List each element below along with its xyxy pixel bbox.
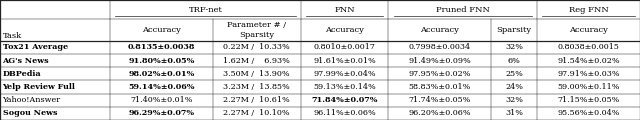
Text: Parameter # /
Sparsity: Parameter # / Sparsity [227, 21, 286, 39]
Text: 59.14%±0.06%: 59.14%±0.06% [128, 83, 195, 91]
Text: Task: Task [3, 32, 22, 40]
Text: 2.27M /  10.61%: 2.27M / 10.61% [223, 96, 290, 104]
Text: 71.40%±0.01%: 71.40%±0.01% [130, 96, 193, 104]
Text: 3.23M /  13.85%: 3.23M / 13.85% [223, 83, 290, 91]
Text: 0.8135±0.0038: 0.8135±0.0038 [128, 43, 195, 51]
Text: Accuracy: Accuracy [569, 26, 608, 34]
Text: 96.29%±0.07%: 96.29%±0.07% [129, 109, 195, 117]
Text: DBPedia: DBPedia [3, 70, 41, 78]
Text: 32%: 32% [505, 96, 524, 104]
Text: 0.22M /  10.33%: 0.22M / 10.33% [223, 43, 290, 51]
Text: AG's News: AG's News [3, 57, 49, 65]
Text: 59.00%±0.11%: 59.00%±0.11% [557, 83, 620, 91]
Text: 71.74%±0.05%: 71.74%±0.05% [408, 96, 471, 104]
Text: 97.91%±0.03%: 97.91%±0.03% [557, 70, 620, 78]
Text: 96.11%±0.06%: 96.11%±0.06% [313, 109, 376, 117]
Text: Pruned FNN: Pruned FNN [436, 6, 490, 14]
Text: Accuracy: Accuracy [420, 26, 460, 34]
Text: 98.02%±0.01%: 98.02%±0.01% [128, 70, 195, 78]
Text: 71.84%±0.07%: 71.84%±0.07% [311, 96, 378, 104]
Text: 59.13%±0.14%: 59.13%±0.14% [313, 83, 376, 91]
Text: 91.61%±0.01%: 91.61%±0.01% [313, 57, 376, 65]
Text: 58.83%±0.01%: 58.83%±0.01% [408, 83, 471, 91]
Text: 71.15%±0.05%: 71.15%±0.05% [557, 96, 620, 104]
Text: Yelp Review Full: Yelp Review Full [3, 83, 76, 91]
Text: 31%: 31% [505, 109, 524, 117]
Text: Tox21 Average: Tox21 Average [3, 43, 68, 51]
Text: 95.56%±0.04%: 95.56%±0.04% [557, 109, 620, 117]
Text: TRF-net: TRF-net [188, 6, 222, 14]
Text: 2.27M /  10.10%: 2.27M / 10.10% [223, 109, 290, 117]
Text: 3.50M /  13.90%: 3.50M / 13.90% [223, 70, 290, 78]
Text: 96.20%±0.06%: 96.20%±0.06% [408, 109, 471, 117]
Text: 0.8010±0.0017: 0.8010±0.0017 [314, 43, 376, 51]
Text: Accuracy: Accuracy [142, 26, 181, 34]
Text: 97.95%±0.02%: 97.95%±0.02% [408, 70, 471, 78]
Text: 0.8038±0.0015: 0.8038±0.0015 [557, 43, 620, 51]
Text: Reg FNN: Reg FNN [569, 6, 609, 14]
Text: 91.80%±0.05%: 91.80%±0.05% [128, 57, 195, 65]
Text: Accuracy: Accuracy [325, 26, 364, 34]
Text: 24%: 24% [505, 83, 524, 91]
Text: 6%: 6% [508, 57, 521, 65]
Text: 91.54%±0.02%: 91.54%±0.02% [557, 57, 620, 65]
Text: Yahoo!Answer: Yahoo!Answer [3, 96, 61, 104]
Text: 91.49%±0.09%: 91.49%±0.09% [408, 57, 471, 65]
Text: FNN: FNN [334, 6, 355, 14]
Text: 97.99%±0.04%: 97.99%±0.04% [313, 70, 376, 78]
Text: 32%: 32% [505, 43, 524, 51]
Text: Sparsity: Sparsity [497, 26, 532, 34]
Text: 1.62M /    6.93%: 1.62M / 6.93% [223, 57, 290, 65]
Text: Sogou News: Sogou News [3, 109, 57, 117]
Text: 0.7998±0.0034: 0.7998±0.0034 [409, 43, 471, 51]
Text: 25%: 25% [506, 70, 523, 78]
